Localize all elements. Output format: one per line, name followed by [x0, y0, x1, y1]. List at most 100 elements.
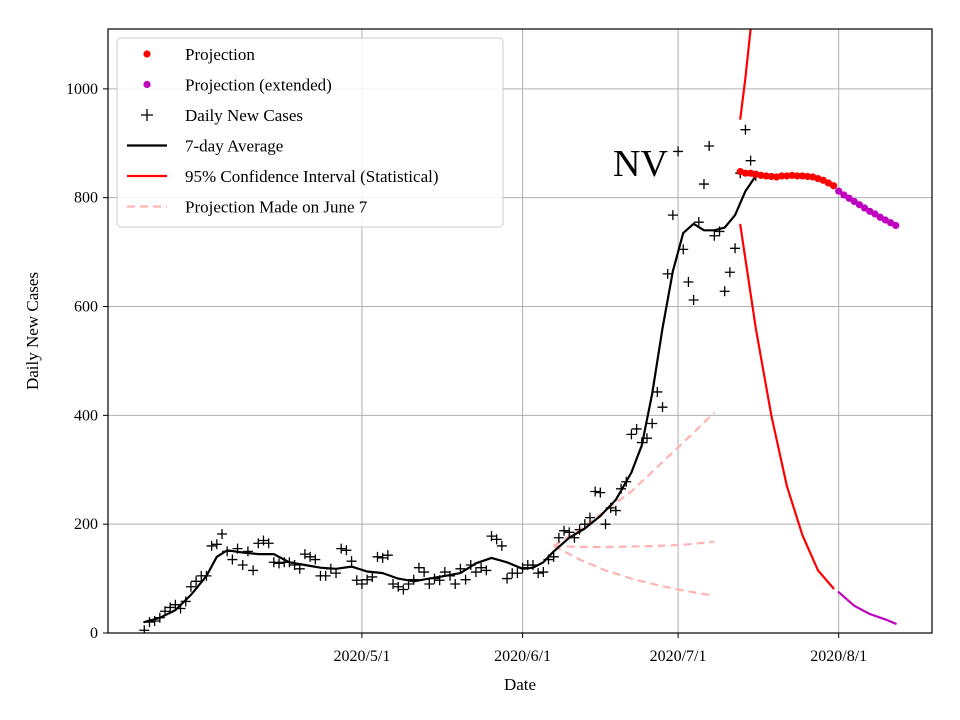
daily-cases-marker [465, 559, 476, 570]
y-tick-label: 0 [90, 625, 98, 642]
daily-cases-marker [398, 584, 409, 595]
daily-cases-marker [450, 579, 461, 590]
daily-cases-marker [393, 581, 404, 592]
7-day-average-line [143, 174, 757, 624]
projection-point [767, 172, 775, 181]
daily-cases-marker [517, 562, 528, 573]
x-tick-label: 2020/7/1 [650, 648, 707, 665]
daily-cases-marker [693, 217, 704, 228]
x-axis-label: Date [504, 675, 536, 694]
projection-extended-point [855, 201, 864, 209]
daily-cases-marker [714, 226, 725, 237]
legend-label: Daily New Cases [185, 106, 303, 125]
daily-cases-marker [559, 525, 570, 536]
daily-cases-marker [527, 559, 538, 570]
y-tick-label: 800 [74, 190, 98, 207]
daily-cases-marker [206, 540, 217, 551]
daily-cases-marker [641, 433, 652, 444]
95-confidence-interval-statistical-line [739, 223, 835, 590]
x-tick-label: 2020/8/1 [810, 648, 867, 665]
daily-cases-marker [590, 486, 601, 497]
daily-cases-marker [310, 554, 321, 565]
projection-point [778, 172, 786, 180]
daily-cases-marker [305, 551, 316, 562]
daily-cases-marker [564, 527, 575, 538]
daily-cases-marker [341, 545, 352, 556]
daily-cases-marker [367, 571, 378, 582]
daily-cases-marker [242, 546, 253, 557]
daily-cases-marker [429, 573, 440, 584]
daily-cases-marker [351, 575, 362, 586]
daily-cases-marker [372, 551, 383, 562]
daily-cases-marker [382, 550, 393, 561]
daily-cases-marker [610, 505, 621, 516]
daily-cases-marker [605, 502, 616, 513]
daily-cases-marker [673, 146, 684, 157]
daily-cases-marker [175, 603, 186, 614]
daily-cases-marker [553, 532, 564, 543]
daily-cases-marker [652, 386, 663, 397]
daily-cases-marker [445, 570, 456, 581]
daily-cases-marker [232, 543, 243, 554]
daily-cases-marker [745, 155, 756, 166]
daily-cases-marker [460, 574, 471, 585]
y-tick-label: 1000 [66, 81, 98, 98]
projection-point [793, 172, 801, 180]
daily-cases-marker [683, 277, 694, 288]
daily-cases-marker [263, 538, 274, 549]
y-axis-label: Daily New Cases [23, 272, 42, 390]
daily-cases-marker [217, 528, 228, 539]
daily-cases-marker [543, 554, 554, 565]
series-layer [139, 29, 900, 633]
daily-cases-marker [439, 567, 450, 578]
daily-cases-marker [600, 519, 611, 530]
daily-cases-marker [569, 532, 580, 543]
daily-cases-marker [678, 244, 689, 255]
daily-cases-marker [160, 606, 171, 617]
legend-label: Projection (extended) [185, 76, 332, 95]
daily-cases-marker [719, 286, 730, 297]
daily-cases-marker [274, 558, 285, 569]
y-tick-label: 400 [74, 407, 98, 424]
daily-cases-marker [481, 565, 492, 576]
daily-cases-marker [616, 483, 627, 494]
daily-cases-marker [362, 574, 373, 585]
projection-extended-point [861, 204, 869, 212]
legend-marker [143, 80, 151, 89]
daily-cases-marker [201, 570, 212, 581]
daily-cases-marker [154, 612, 165, 623]
daily-cases-marker [538, 567, 549, 578]
projection-extended-point [840, 191, 848, 199]
daily-cases-marker [698, 179, 709, 190]
daily-cases-marker [724, 267, 735, 278]
plot-frame [107, 28, 933, 634]
daily-cases-marker [356, 579, 367, 590]
daily-cases-marker [709, 230, 720, 241]
daily-cases-marker [595, 487, 606, 498]
daily-cases-marker [403, 579, 414, 590]
projection-point [762, 172, 770, 180]
daily-cases-marker [470, 567, 481, 578]
y-tick-label: 600 [74, 299, 98, 316]
daily-cases-marker [139, 625, 150, 633]
projection-extended-point [835, 187, 843, 195]
95-confidence-interval-statistical-line [739, 29, 752, 120]
legend-label: Projection Made on June 7 [185, 198, 368, 217]
projection-point [798, 172, 807, 180]
projection-point [741, 169, 750, 177]
daily-cases-marker [408, 574, 419, 585]
daily-cases-marker [299, 549, 310, 560]
legend-label: 95% Confidence Interval (Statistical) [185, 167, 439, 186]
daily-cases-marker [284, 557, 295, 568]
daily-cases-marker [667, 210, 678, 221]
annotation-label: NV [613, 143, 668, 185]
daily-cases-marker [476, 562, 487, 573]
projection-extended-point [892, 221, 900, 230]
daily-cases-marker [222, 546, 233, 557]
legend-box [116, 37, 504, 228]
projection-point [757, 171, 765, 179]
daily-cases-marker [730, 243, 741, 254]
daily-cases-marker [491, 534, 502, 545]
legend-label: 7-day Average [185, 137, 283, 156]
legend: Projection Projection (extended) Daily New… [116, 37, 504, 228]
